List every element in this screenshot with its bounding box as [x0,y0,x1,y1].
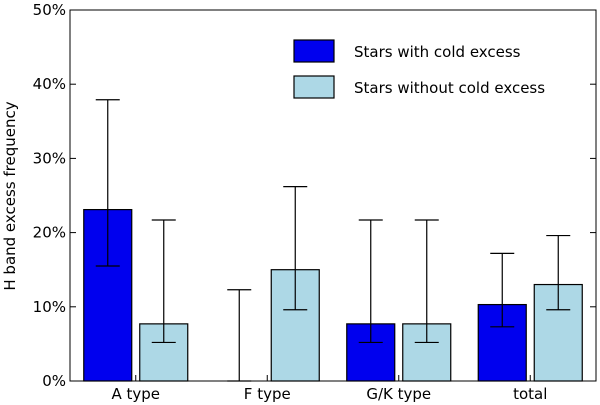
y-tick-label: 30% [33,149,66,167]
legend-label: Stars with cold excess [354,43,521,61]
x-tick-label: G/K type [366,385,431,403]
legend-swatch [293,75,335,99]
legend-label: Stars without cold excess [354,79,545,97]
y-tick-label: 40% [33,75,66,93]
y-tick-label: 0% [42,372,66,390]
x-tick-label: total [513,385,547,403]
y-tick-label: 10% [33,298,66,316]
plot-frame [69,9,597,382]
legend-swatch [293,39,335,63]
legend: Stars with cold excess Stars without cold… [293,39,545,99]
x-tick-label: A type [111,385,160,403]
y-axis-label: H band excess frequency [1,101,19,290]
x-tick-label: F type [244,385,291,403]
bar-cold-excess [346,323,396,382]
y-tick-label: 50% [33,1,66,19]
y-tick-label: 20% [33,224,66,242]
